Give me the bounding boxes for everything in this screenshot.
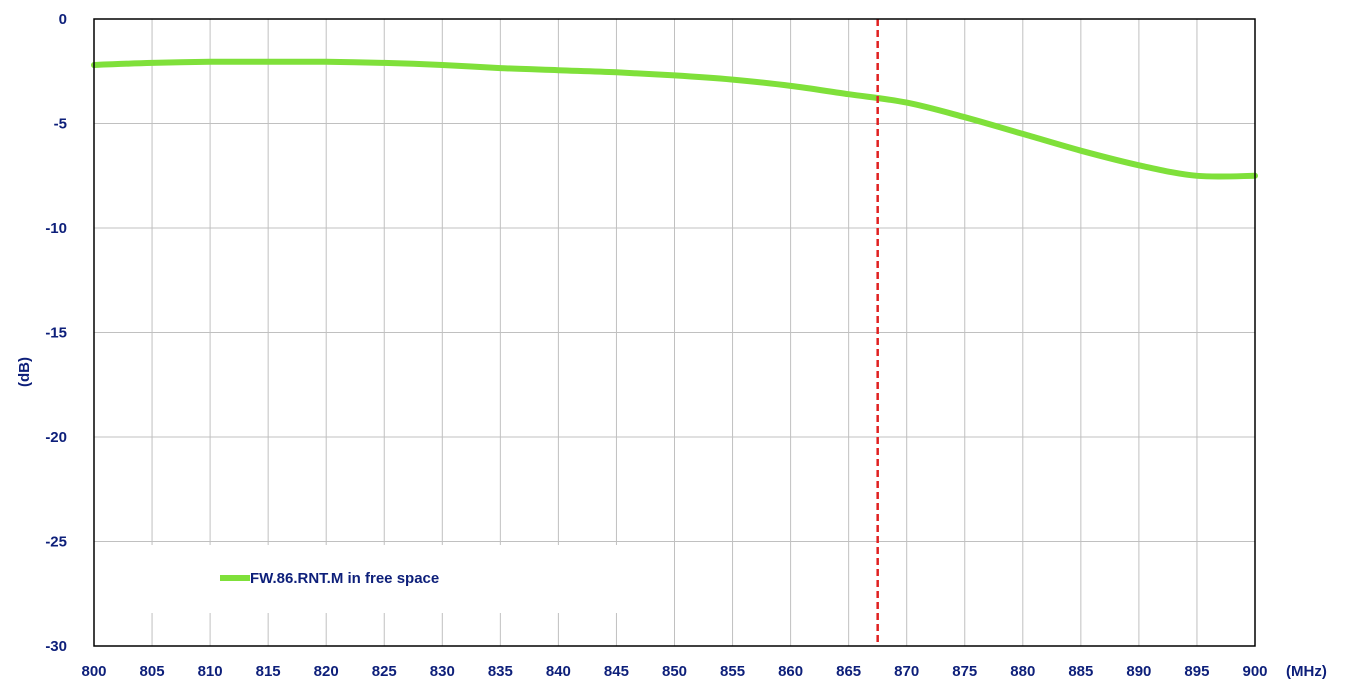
legend-box [128,545,628,613]
x-tick-label: 895 [1184,663,1209,680]
x-tick-label: 835 [488,663,513,680]
x-tick-label: 880 [1010,663,1035,680]
x-tick-label: 885 [1068,663,1093,680]
y-axis-title: (dB) [16,357,33,387]
x-tick-label: 840 [546,663,571,680]
y-tick-labels: 0 -5 -10 -15 -20 -25 -30 [45,11,67,655]
y-tick-label: -5 [54,116,67,133]
series-line-0 [91,58,1258,180]
y-tick-label: -15 [45,325,67,342]
x-tick-label: 875 [952,663,977,680]
legend-label: FW.86.RNT.M in free space [250,570,439,587]
x-tick-label: 825 [372,663,397,680]
y-tick-label: 0 [59,11,67,28]
x-tick-labels: 800 805 810 815 820 825 830 835 840 845 850 855 860 8… [81,663,1267,680]
x-tick-label: 810 [198,663,223,680]
series-layer [91,58,1258,180]
x-tick-label: 815 [256,663,281,680]
grid [94,19,1255,646]
legend-background [128,545,628,613]
x-tick-label: 870 [894,663,919,680]
y-tick-label: -10 [45,220,67,237]
legend: FW.86.RNT.M in free space [220,570,439,587]
x-tick-label: 850 [662,663,687,680]
y-tick-label: -25 [45,534,67,551]
x-tick-label: 805 [140,663,165,680]
x-tick-label: 845 [604,663,629,680]
x-tick-label: 820 [314,663,339,680]
x-tick-label: 900 [1242,663,1267,680]
plot-border [93,18,1256,647]
y-tick-label: -20 [45,429,67,446]
x-tick-label: 890 [1126,663,1151,680]
x-tick-label: 865 [836,663,861,680]
x-axis-title: (MHz) [1286,663,1327,680]
x-tick-label: 855 [720,663,745,680]
x-tick-label: 830 [430,663,455,680]
x-tick-label: 860 [778,663,803,680]
y-tick-label: -30 [45,638,67,655]
x-tick-label: 800 [81,663,106,680]
